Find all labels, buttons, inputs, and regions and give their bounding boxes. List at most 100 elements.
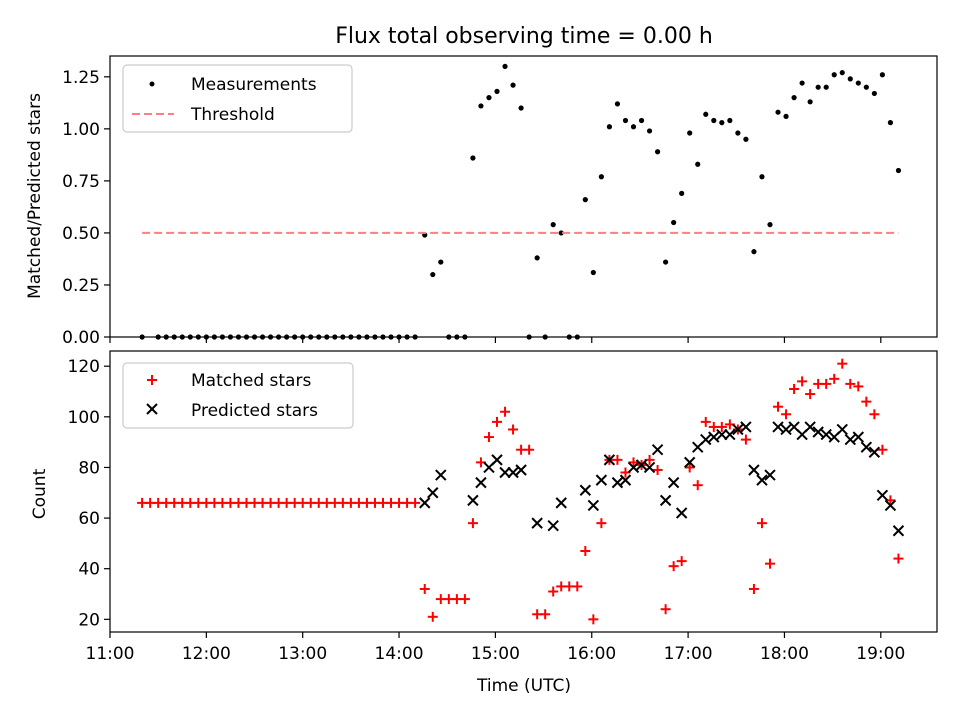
measurement-point xyxy=(895,167,902,174)
legend-measurements-label: Measurements xyxy=(191,75,317,95)
measurement-point xyxy=(502,63,508,70)
measurement-point xyxy=(799,80,805,86)
predicted-stars-point xyxy=(675,507,688,519)
measurement-point xyxy=(155,334,161,340)
measurement-point xyxy=(284,334,290,340)
predicted-stars-point xyxy=(419,497,431,509)
measurement-point xyxy=(412,334,418,340)
matched-stars-point xyxy=(869,409,880,420)
predicted-stars-point xyxy=(812,426,824,438)
predicted-stars-point xyxy=(683,456,696,469)
measurement-point xyxy=(743,136,749,142)
predicted-stars-point xyxy=(435,469,447,481)
measurement-point xyxy=(815,84,821,90)
y-tick-label: 1.00 xyxy=(62,120,100,140)
measurement-point xyxy=(671,219,677,226)
measurement-point xyxy=(566,334,572,340)
measurement-point xyxy=(847,76,853,82)
y-tick-label: 120 xyxy=(68,357,100,377)
measurement-point xyxy=(308,334,314,340)
measurement-point xyxy=(855,80,861,86)
measurement-point xyxy=(243,334,250,340)
matched-stars-point xyxy=(781,409,792,420)
predicted-stars-point xyxy=(756,474,768,486)
ratio-plot-area xyxy=(109,55,938,338)
y-tick-label: 100 xyxy=(68,408,100,428)
measurement-point xyxy=(558,230,564,236)
predicted-stars-point xyxy=(595,474,608,486)
count-panel: 20 40 60 80 100 120 11:00 12:00 13:00 14:00 15:00… xyxy=(30,350,938,696)
predicted-stars-point xyxy=(708,431,720,443)
matched-stars-point xyxy=(821,378,832,389)
x-tick-label: 19:00 xyxy=(856,644,905,664)
predicted-stars-point xyxy=(876,489,889,502)
matched-stars-point xyxy=(459,594,470,605)
predicted-stars-point xyxy=(627,461,640,474)
measurement-point xyxy=(316,334,322,340)
predicted-stars-point xyxy=(868,446,881,458)
x-tick-label: 11:00 xyxy=(86,644,135,664)
matched-stars-point xyxy=(612,454,623,465)
matched-stars-point xyxy=(740,434,751,445)
measurement-point xyxy=(171,334,177,340)
measurement-point xyxy=(486,95,492,101)
matched-stars-point xyxy=(492,416,503,427)
predicted-stars-point xyxy=(820,428,832,441)
measurement-point xyxy=(759,174,765,180)
legend-predicted-label: Predicted stars xyxy=(191,401,318,421)
measurement-point xyxy=(510,82,516,88)
matched-stars-point xyxy=(588,614,599,625)
predicted-stars-point xyxy=(884,499,897,512)
measurement-point xyxy=(687,130,693,136)
measurement-point xyxy=(300,334,306,340)
count-x-axis-label: Time (UTC) xyxy=(476,676,571,696)
x-tick-label: 14:00 xyxy=(375,644,424,664)
legend-threshold-label: Threshold xyxy=(190,105,275,125)
predicted-stars-point xyxy=(491,454,503,466)
predicted-stars-point xyxy=(724,428,736,441)
measurement-point xyxy=(187,334,193,340)
predicted-stars-point xyxy=(667,476,680,489)
predicted-stars-point xyxy=(427,487,439,499)
measurement-point xyxy=(292,334,298,340)
measurement-point xyxy=(276,334,282,340)
predicted-stars-point xyxy=(555,497,567,509)
matched-stars-point xyxy=(748,583,759,594)
matched-stars-point xyxy=(764,558,775,569)
measurement-point xyxy=(396,334,402,340)
measurement-point xyxy=(478,103,484,109)
predicted-stars-point xyxy=(635,459,648,471)
measurement-point xyxy=(356,334,362,340)
count-x-ticks: 11:00 12:00 13:00 14:00 15:00 16:00 17:00 18:00… xyxy=(86,632,905,664)
matched-stars-point xyxy=(773,401,784,412)
measurement-point xyxy=(438,259,444,265)
measurement-point xyxy=(606,124,613,130)
matched-stars-point xyxy=(540,609,551,620)
measurement-point xyxy=(404,334,410,340)
predicted-stars-point xyxy=(507,466,519,479)
y-tick-label: 40 xyxy=(78,560,100,580)
ratio-y-axis-label: Matched/Predicted stars xyxy=(25,93,45,299)
y-tick-label: 0.50 xyxy=(62,224,100,244)
predicted-stars-point xyxy=(844,433,856,446)
matched-stars-point xyxy=(660,604,671,615)
matched-stars-point xyxy=(893,553,904,564)
predicted-stars-point xyxy=(764,469,776,481)
measurement-point xyxy=(267,334,274,340)
measurement-point xyxy=(590,269,596,276)
matched-stars-point xyxy=(419,583,430,594)
measurement-point xyxy=(446,334,452,340)
measurement-point xyxy=(719,120,725,126)
measurement-point xyxy=(839,70,845,76)
measurement-point xyxy=(534,255,540,261)
ratio-y-ticks: 0.00 0.25 0.50 0.75 1.00 1.25 xyxy=(62,68,110,348)
matched-stars-point xyxy=(692,480,703,491)
measurement-point xyxy=(695,161,701,167)
predicted-stars-point xyxy=(892,525,905,537)
predicted-stars-point xyxy=(740,421,752,433)
measurement-point xyxy=(380,334,386,340)
predicted-stars-point xyxy=(860,441,873,453)
legend-predicted-marker xyxy=(146,403,158,415)
measurement-point xyxy=(163,334,169,340)
predicted-stars-point xyxy=(700,433,712,446)
